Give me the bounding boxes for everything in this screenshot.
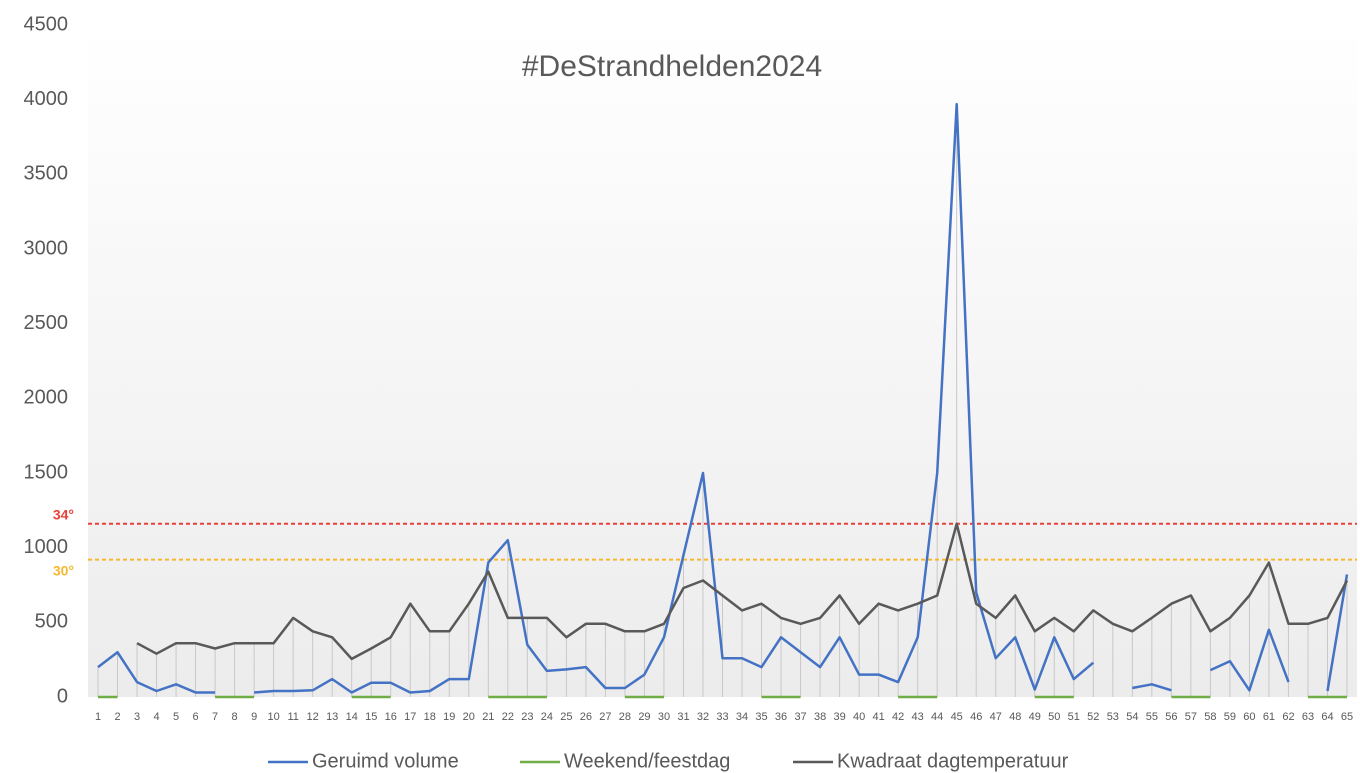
x-tick-label: 22	[502, 711, 514, 723]
x-tick-label: 62	[1282, 711, 1294, 723]
x-tick-label: 20	[463, 711, 475, 723]
x-tick-label: 3	[134, 711, 140, 723]
x-tick-label: 50	[1048, 711, 1060, 723]
x-tick-label: 2	[114, 711, 120, 723]
x-tick-label: 63	[1302, 711, 1314, 723]
x-tick-label: 25	[560, 711, 572, 723]
x-tick-label: 35	[755, 711, 767, 723]
x-tick-label: 12	[307, 711, 319, 723]
x-tick-label: 56	[1165, 711, 1177, 723]
x-tick-label: 59	[1224, 711, 1236, 723]
x-tick-label: 27	[599, 711, 611, 723]
legend-label: Kwadraat dagtemperatuur	[837, 750, 1069, 772]
x-tick-label: 7	[212, 711, 218, 723]
y-tick-label: 4000	[24, 88, 69, 110]
x-tick-label: 61	[1263, 711, 1275, 723]
x-tick-label: 64	[1321, 711, 1333, 723]
y-tick-label: 3000	[24, 237, 69, 259]
x-tick-label: 52	[1087, 711, 1099, 723]
y-tick-label: 1000	[24, 536, 69, 558]
x-tick-label: 34	[736, 711, 748, 723]
x-tick-label: 15	[365, 711, 377, 723]
x-tick-label: 60	[1243, 711, 1255, 723]
x-tick-label: 23	[521, 711, 533, 723]
x-tick-label: 42	[892, 711, 904, 723]
x-tick-label: 43	[912, 711, 924, 723]
x-tick-label: 8	[232, 711, 238, 723]
x-tick-label: 46	[970, 711, 982, 723]
x-tick-label: 31	[677, 711, 689, 723]
x-tick-label: 54	[1126, 711, 1138, 723]
y-tick-label: 2000	[24, 387, 69, 409]
y-tick-label: 2500	[24, 312, 69, 334]
x-tick-label: 18	[424, 711, 436, 723]
legend-label: Weekend/feestdag	[564, 750, 730, 772]
chart-title: #DeStrandhelden2024	[522, 50, 822, 83]
x-tick-label: 58	[1204, 711, 1216, 723]
y-tick-label: 500	[35, 611, 68, 633]
x-tick-label: 13	[326, 711, 338, 723]
x-tick-label: 40	[853, 711, 865, 723]
x-tick-label: 10	[268, 711, 280, 723]
x-tick-label: 32	[697, 711, 709, 723]
x-tick-label: 24	[541, 711, 553, 723]
legend-label: Geruimd volume	[312, 750, 459, 772]
x-tick-label: 45	[951, 711, 963, 723]
y-tick-label: 1500	[24, 461, 69, 483]
x-tick-label: 21	[482, 711, 494, 723]
x-tick-label: 51	[1068, 711, 1080, 723]
x-tick-label: 48	[1009, 711, 1021, 723]
x-tick-label: 29	[638, 711, 650, 723]
x-tick-label: 44	[931, 711, 943, 723]
x-tick-label: 28	[619, 711, 631, 723]
x-tick-label: 19	[443, 711, 455, 723]
x-tick-label: 26	[580, 711, 592, 723]
y-tick-label: 0	[57, 685, 68, 707]
x-tick-label: 47	[990, 711, 1002, 723]
x-tick-label: 17	[404, 711, 416, 723]
x-tick-label: 11	[287, 711, 298, 723]
reference-label: 34°	[53, 506, 74, 522]
x-tick-label: 57	[1185, 711, 1197, 723]
y-tick-label: 3500	[24, 163, 69, 185]
x-tick-label: 16	[385, 711, 397, 723]
reference-label: 30°	[53, 562, 74, 578]
x-tick-label: 1	[95, 711, 101, 723]
series-line	[136, 522, 1349, 661]
y-tick-label: 4500	[24, 13, 69, 35]
x-tick-label: 9	[251, 711, 257, 723]
x-tick-label: 30	[658, 711, 670, 723]
x-tick-label: 14	[346, 711, 358, 723]
x-tick-label: 38	[814, 711, 826, 723]
x-tick-label: 36	[775, 711, 787, 723]
x-tick-label: 6	[193, 711, 199, 723]
x-tick-label: 33	[716, 711, 728, 723]
x-tick-label: 4	[153, 711, 159, 723]
x-tick-label: 39	[833, 711, 845, 723]
x-tick-label: 49	[1029, 711, 1041, 723]
series-line	[97, 102, 1349, 694]
x-tick-label: 37	[794, 711, 806, 723]
x-tick-label: 53	[1107, 711, 1119, 723]
x-tick-label: 55	[1146, 711, 1158, 723]
plot-background	[88, 25, 1357, 697]
x-tick-label: 65	[1341, 711, 1353, 723]
x-tick-label: 5	[173, 711, 179, 723]
x-tick-label: 41	[873, 711, 885, 723]
